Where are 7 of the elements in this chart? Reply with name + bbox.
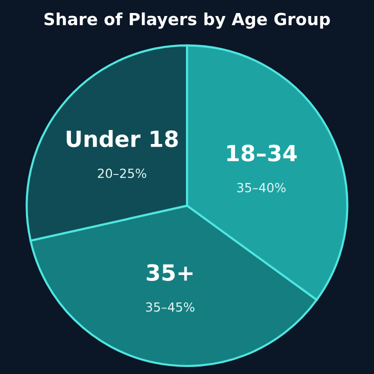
slice-label: 35+	[146, 264, 193, 281]
chart-title: Share of Players by Age Group	[44, 12, 330, 29]
slice-label: Under 18	[66, 130, 178, 148]
text: 35–45%	[146, 302, 194, 312]
slice-label: 18–34	[227, 144, 297, 162]
text: 20–25%	[98, 168, 146, 178]
text: 35–40%	[237, 182, 286, 192]
